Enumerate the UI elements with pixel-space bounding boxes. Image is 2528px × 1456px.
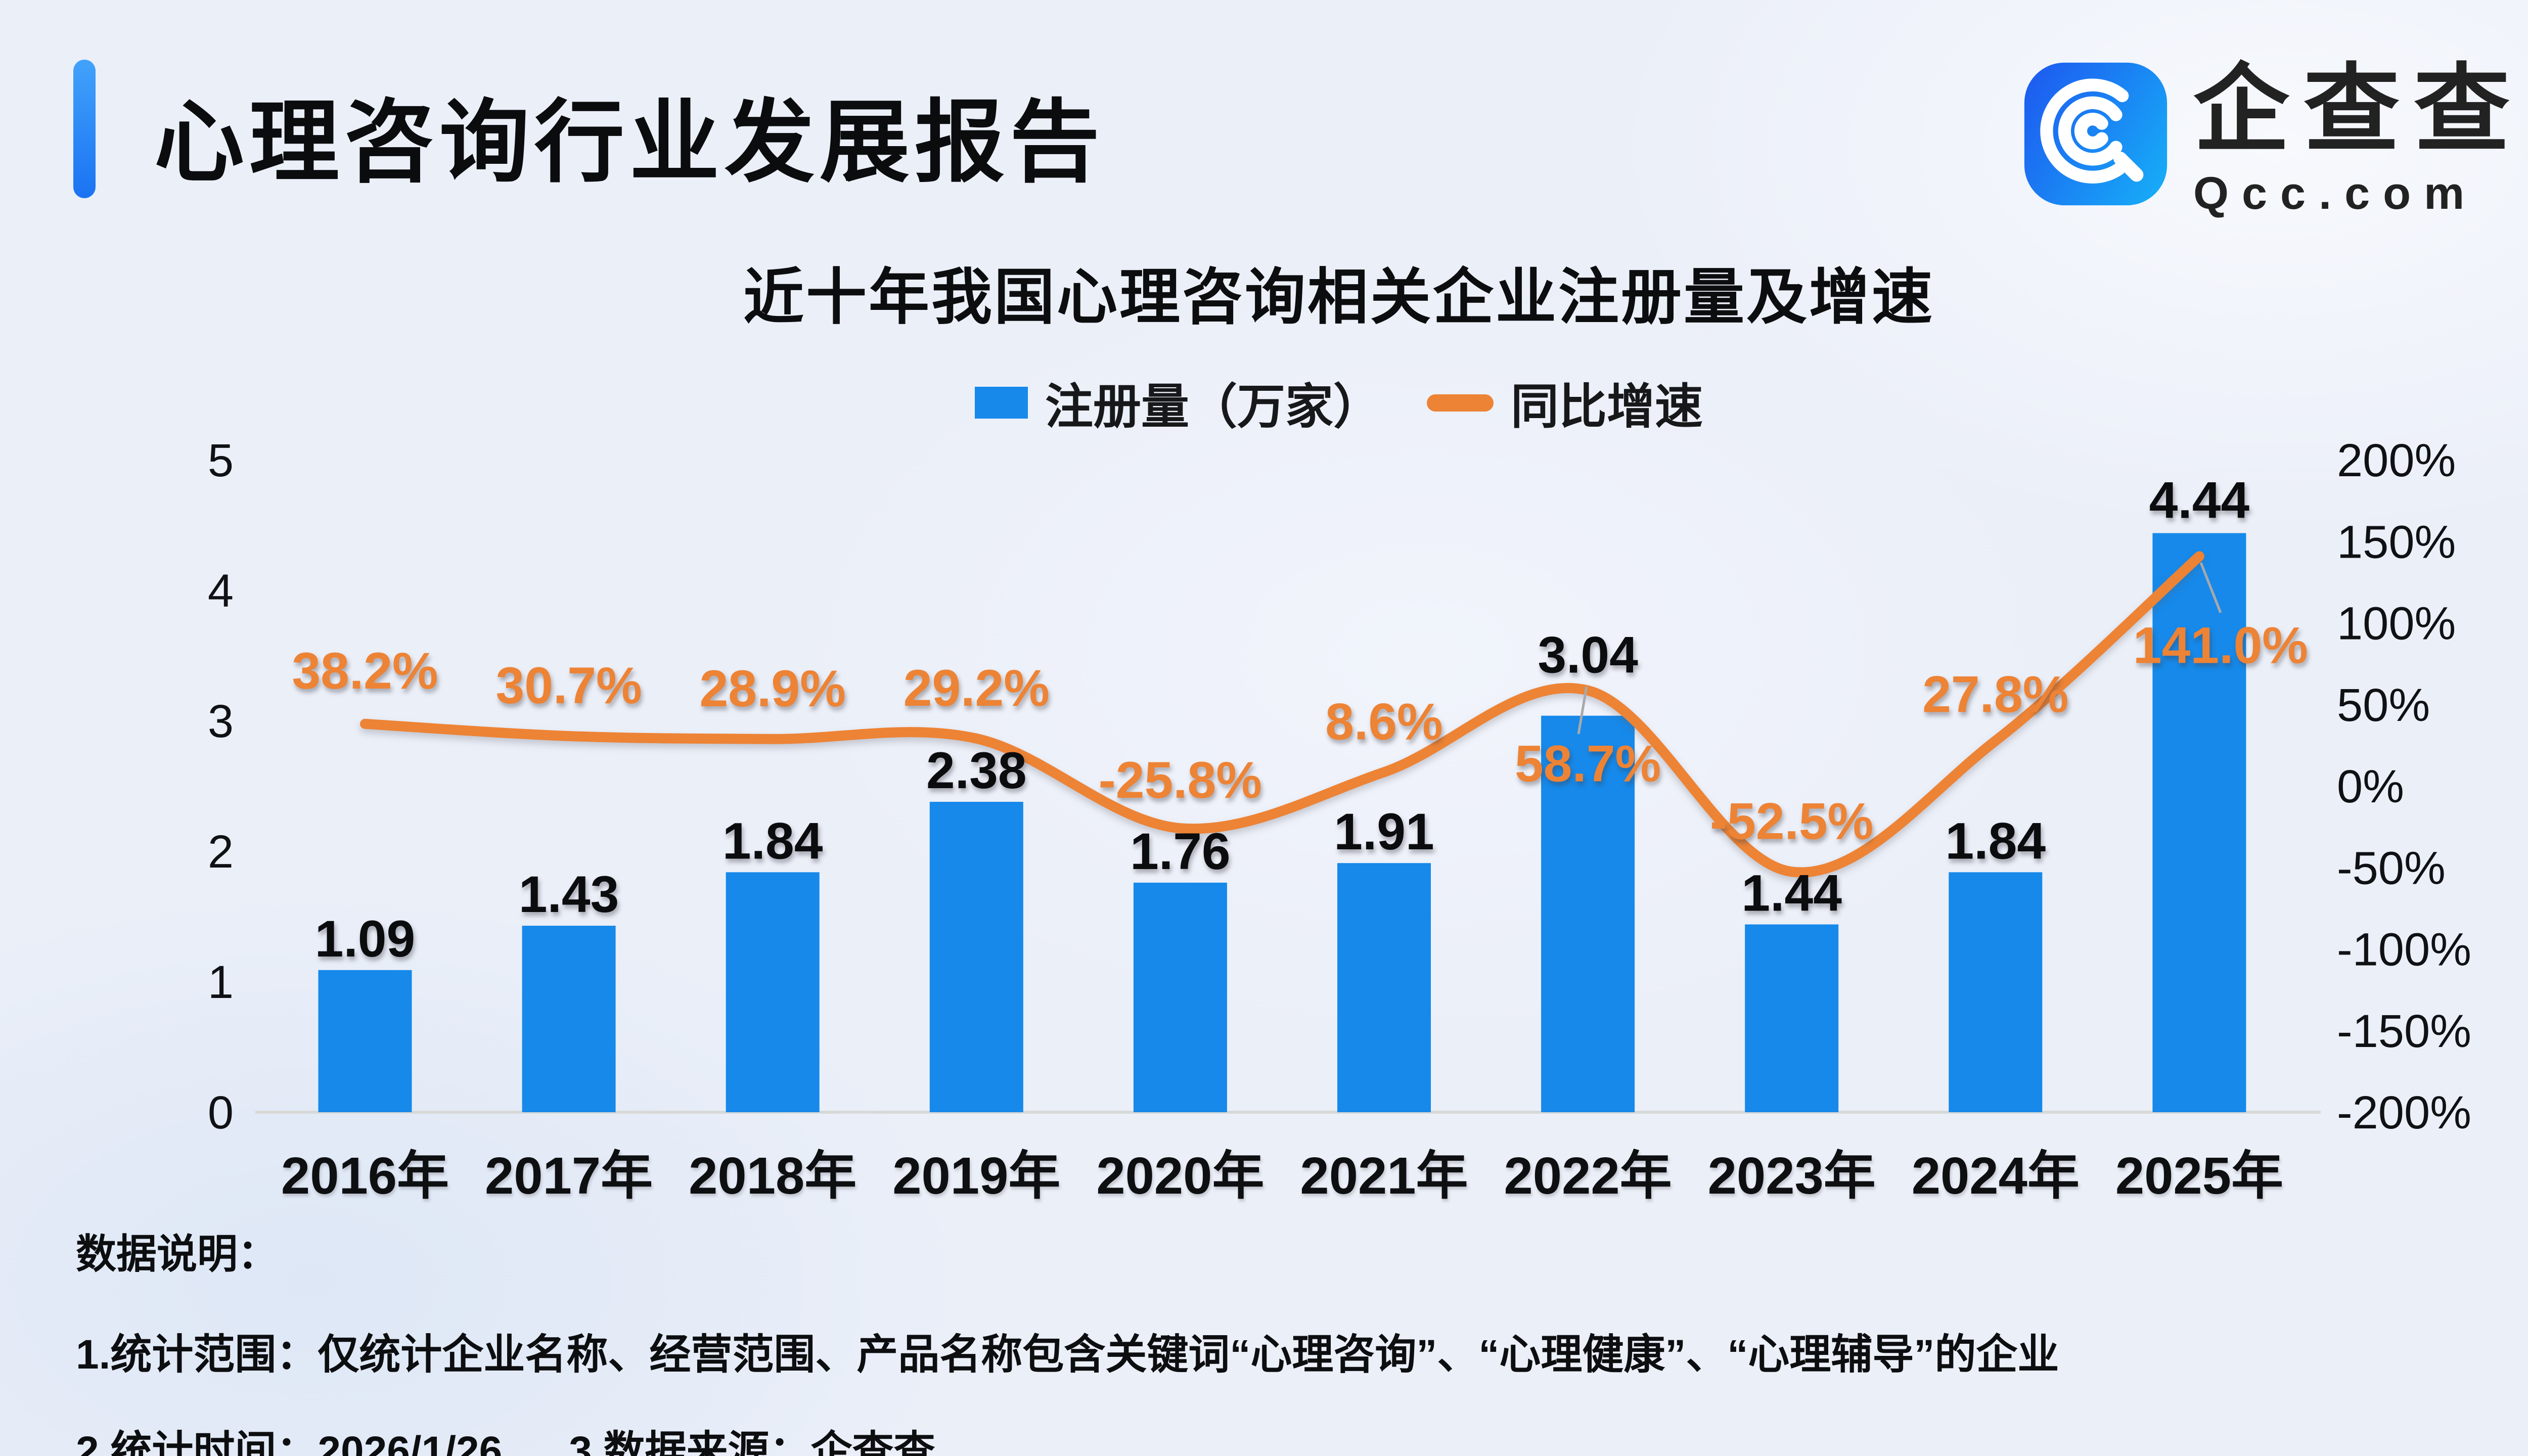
legend-bar-swatch — [974, 387, 1028, 419]
bar-2021年 — [1337, 863, 1431, 1112]
label-callout-line — [2199, 562, 2222, 613]
right-axis-tick: -150% — [2337, 1006, 2471, 1057]
bar-value-label: 1.84 — [1946, 812, 2046, 870]
growth-rate-line — [360, 551, 2204, 878]
chart-legend: 注册量（万家） 同比增速 — [44, 368, 2528, 437]
bar-value-label: 1.76 — [1130, 823, 1231, 880]
left-axis-tick: 3 — [208, 696, 234, 747]
legend-bar-label: 注册量（万家） — [1045, 380, 1381, 434]
note-line-meta: 2.统计时间：2026/1/26 3.数据来源：企查查 — [76, 1417, 2059, 1456]
x-axis-label-2024年: 2024年 — [1912, 1147, 2080, 1205]
title-accent-bar — [73, 60, 96, 198]
brand-domain: Qcc.com — [2193, 168, 2478, 219]
right-axis-tick: 150% — [2337, 516, 2456, 568]
x-axis-label-2023年: 2023年 — [1708, 1147, 1876, 1205]
bar-2018年 — [726, 872, 820, 1112]
right-axis-tick: -200% — [2337, 1087, 2471, 1139]
page-title: 心理咨询行业发展报告 — [154, 92, 1105, 193]
chart-title: 近十年我国心理咨询相关企业注册量及增速 — [743, 263, 1934, 331]
bar-value-label: 4.44 — [2149, 472, 2250, 529]
note-line-scope: 1.统计范围：仅统计企业名称、经营范围、产品名称包含关键词“心理咨询”、“心理健… — [76, 1332, 2059, 1378]
growth-value-label: 27.8% — [1922, 665, 2068, 723]
bar-2019年 — [929, 802, 1023, 1112]
left-axis-tick: 0 — [208, 1087, 234, 1139]
growth-value-label: 29.2% — [904, 659, 1050, 717]
bar-2024年 — [1949, 872, 2043, 1112]
brand-text: 企查查 Qcc.com — [2193, 56, 2524, 220]
growth-value-label: 141.0% — [2133, 616, 2308, 674]
growth-value-label: 30.7% — [495, 657, 642, 714]
right-axis-tick: -100% — [2337, 924, 2471, 976]
bar-value-label: 1.43 — [519, 866, 619, 923]
bar-2020年 — [1133, 882, 1227, 1112]
right-axis-tick: 0% — [2337, 761, 2404, 812]
left-axis-tick: 2 — [208, 826, 234, 878]
left-axis-tick: 1 — [208, 957, 234, 1008]
label-callout-line — [1577, 686, 1588, 735]
bar-value-label: 1.44 — [1741, 864, 1842, 922]
x-axis-label-2021年: 2021年 — [1300, 1147, 1468, 1205]
bar-value-label: 3.04 — [1538, 626, 1638, 684]
left-axis-tick: 5 — [208, 435, 234, 486]
right-axis-tick: 100% — [2337, 598, 2456, 650]
right-axis-tick: 50% — [2337, 679, 2430, 731]
brand-name: 企查查 — [2193, 56, 2524, 163]
growth-value-label: 58.7% — [1515, 735, 1661, 793]
right-axis-tick: 200% — [2337, 435, 2456, 486]
growth-value-label: 8.6% — [1325, 693, 1443, 750]
x-axis-line — [255, 1111, 2321, 1114]
qcc-logo-icon — [2024, 62, 2168, 206]
bar-2017年 — [522, 926, 616, 1112]
notes-heading: 数据说明： — [76, 1232, 278, 1277]
bar-value-label: 1.84 — [723, 812, 823, 870]
growth-value-label: 38.2% — [292, 642, 438, 700]
x-axis-label-2020年: 2020年 — [1096, 1147, 1264, 1205]
note-data-source: 3.数据来源：企查查 — [569, 1428, 935, 1456]
notes-block: 数据说明： 1.统计范围：仅统计企业名称、经营范围、产品名称包含关键词“心理咨询… — [76, 1221, 2059, 1456]
bar-2016年 — [318, 970, 412, 1112]
bar-2025年 — [2152, 533, 2246, 1112]
note-stat-time: 2.统计时间：2026/1/26 — [76, 1428, 503, 1456]
bar-2023年 — [1745, 924, 1839, 1112]
x-axis-label-2022年: 2022年 — [1504, 1147, 1672, 1205]
growth-value-label: 28.9% — [700, 660, 846, 717]
bar-value-label: 1.91 — [1334, 803, 1434, 860]
bar-2022年 — [1541, 715, 1635, 1112]
x-axis-label-2017年: 2017年 — [485, 1147, 653, 1205]
x-axis-label-2025年: 2025年 — [2115, 1147, 2283, 1205]
x-axis-label-2016年: 2016年 — [281, 1147, 449, 1205]
legend-line-label: 同比增速 — [1511, 380, 1703, 434]
bar-value-label: 1.09 — [315, 910, 416, 968]
right-axis-tick: -50% — [2337, 842, 2446, 894]
growth-value-label: -52.5% — [1710, 792, 1873, 850]
brand-logo: 企查查 Qcc.com — [2021, 56, 2524, 220]
x-axis-label-2018年: 2018年 — [689, 1147, 856, 1205]
left-axis-tick: 4 — [208, 565, 234, 617]
x-axis-label-2019年: 2019年 — [892, 1147, 1060, 1205]
growth-value-label: -25.8% — [1099, 751, 1262, 809]
legend-line-swatch — [1427, 394, 1494, 412]
bar-value-label: 2.38 — [926, 742, 1027, 799]
